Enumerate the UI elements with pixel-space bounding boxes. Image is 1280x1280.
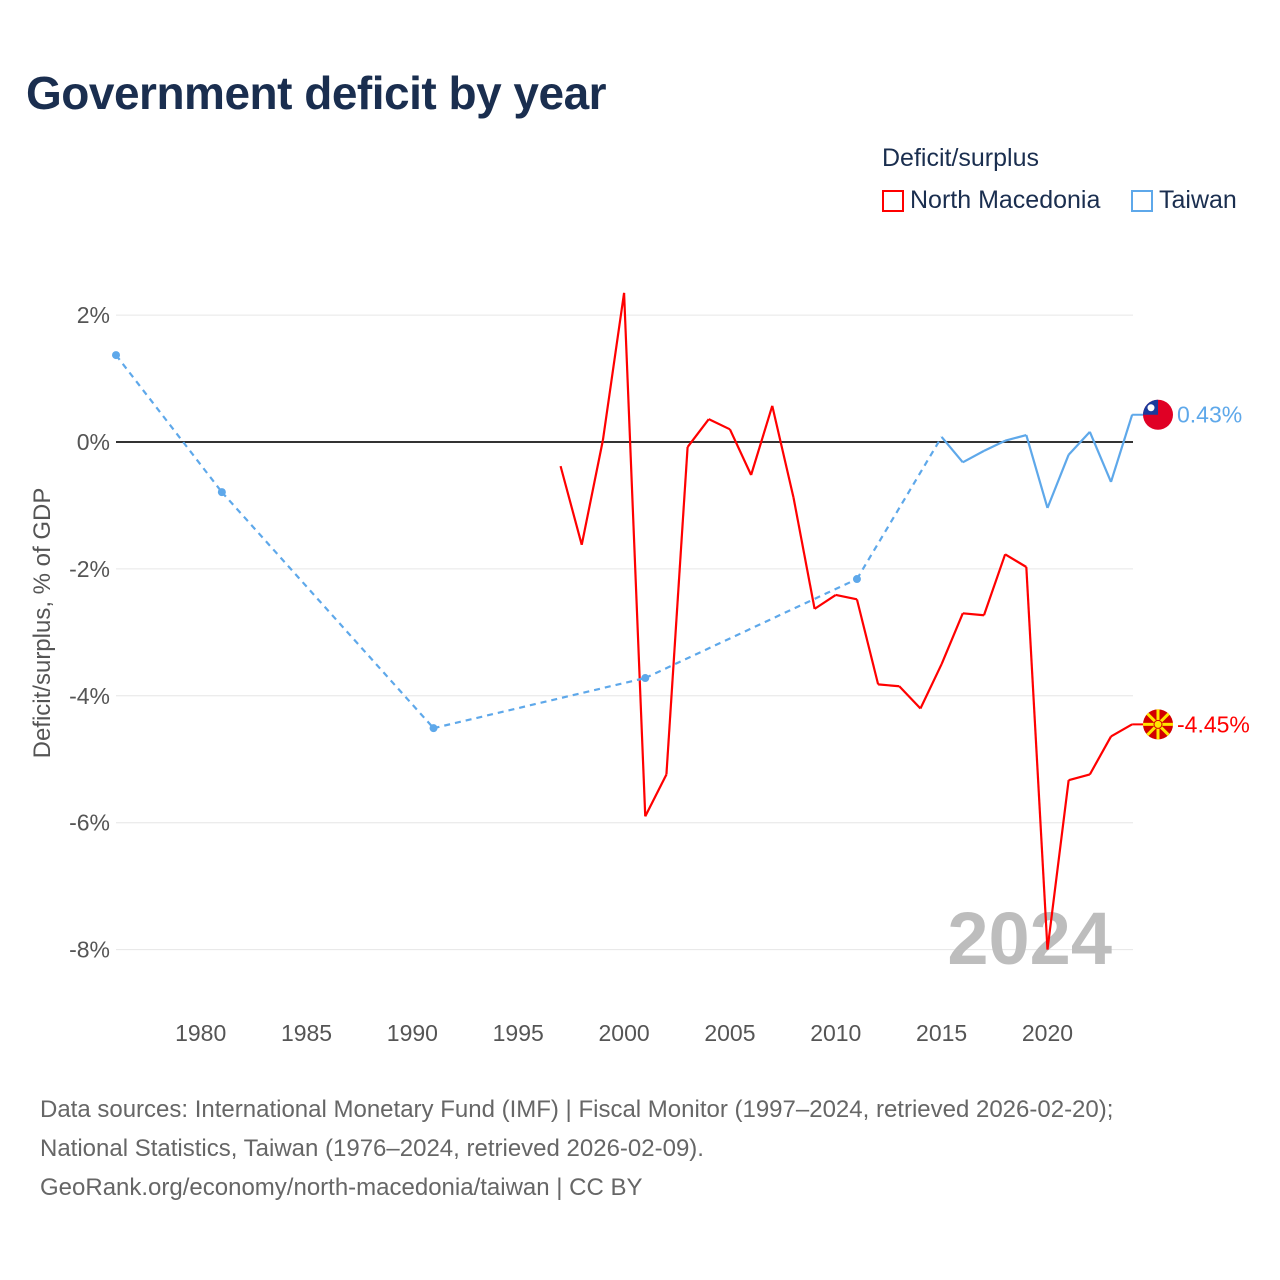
series-segment [665, 447, 689, 775]
series-segment [601, 292, 626, 441]
series-segment [835, 593, 858, 601]
x-tick-label: 2000 [598, 1020, 649, 1046]
data-point [852, 575, 861, 584]
series-segment [559, 465, 583, 546]
year-watermark: 2024 [947, 897, 1112, 980]
y-tick-label: -2% [69, 556, 110, 582]
x-tick-label: 1995 [493, 1020, 544, 1046]
series-segment [940, 436, 964, 464]
x-tick-label: 2010 [810, 1020, 861, 1046]
legend-label: Taiwan [1159, 186, 1237, 214]
series-segment [644, 773, 668, 817]
y-tick-label: 0% [77, 429, 110, 455]
y-tick-label: -6% [69, 810, 110, 836]
x-tick-label: 1985 [281, 1020, 332, 1046]
data-point [641, 674, 650, 683]
series-segment [878, 683, 900, 688]
x-tick-label: 1980 [175, 1020, 226, 1046]
series-segment [855, 599, 880, 685]
series-segment [1046, 780, 1070, 950]
footer-sources-2: National Statistics, Taiwan (1976–2024, … [40, 1135, 704, 1162]
series-segment [962, 612, 985, 617]
series-segment [221, 491, 435, 729]
series-segment [792, 496, 816, 610]
series-segment [644, 578, 858, 680]
taiwan-flag-sun [1147, 404, 1155, 412]
y-tick-label: -8% [69, 937, 110, 963]
series-segment [750, 405, 774, 476]
series-segment [1088, 735, 1112, 776]
end-value-label: -4.45% [1177, 711, 1250, 737]
series-segment [622, 292, 647, 817]
footer-sources: Data sources: International Monetary Fun… [40, 1096, 1114, 1123]
data-point [217, 488, 226, 497]
series-segment [1025, 566, 1049, 950]
legend-item-taiwan[interactable]: Taiwan [1131, 186, 1237, 215]
series-segment [1004, 553, 1027, 568]
series-segment [1067, 431, 1091, 456]
series-segment [982, 553, 1007, 616]
series-segment [1088, 431, 1113, 483]
series-segment [1025, 434, 1049, 509]
chart-title: Government deficit by year [26, 67, 607, 119]
legend-swatch [882, 189, 904, 212]
y-tick-label: 2% [77, 302, 110, 328]
series-segment [1068, 773, 1091, 782]
legend-item-north-macedonia[interactable]: North Macedonia [882, 186, 1100, 215]
series-segment [1046, 454, 1070, 509]
series-segment [728, 428, 753, 476]
x-tick-label: 2020 [1022, 1020, 1073, 1046]
series-segment [814, 593, 837, 610]
series-segment [115, 354, 223, 493]
flag-sun [1153, 719, 1163, 729]
series-segment [1109, 414, 1134, 483]
data-point [429, 724, 438, 733]
legend-label: North Macedonia [910, 186, 1101, 214]
series-segment [708, 418, 731, 431]
end-value-label: 0.43% [1177, 402, 1242, 428]
series-segment [898, 685, 922, 710]
y-axis-label: Deficit/surplus, % of GDP [29, 488, 56, 759]
series-segment [580, 439, 604, 546]
series-segment [686, 418, 710, 448]
series-segment [962, 449, 985, 464]
series-segment [433, 676, 646, 730]
series-segment [771, 405, 795, 498]
footer: Data sources: International Monetary Fun… [40, 1090, 1113, 1207]
series-segment [919, 663, 943, 709]
series-segment [856, 436, 943, 580]
series-segment [940, 612, 964, 665]
data-point [112, 351, 120, 360]
series-segment [983, 439, 1006, 452]
series-segment [1004, 433, 1027, 442]
x-tick-label: 2005 [704, 1020, 755, 1046]
legend-swatch [1131, 189, 1153, 212]
legend-title: Deficit/surplus [882, 144, 1039, 172]
footer-link[interactable]: GeoRank.org/economy/north-macedonia/taiw… [40, 1174, 643, 1201]
x-tick-label: 2015 [916, 1020, 967, 1046]
y-tick-label: -4% [69, 683, 110, 709]
x-tick-label: 1990 [387, 1020, 438, 1046]
series-segment [1110, 723, 1133, 738]
